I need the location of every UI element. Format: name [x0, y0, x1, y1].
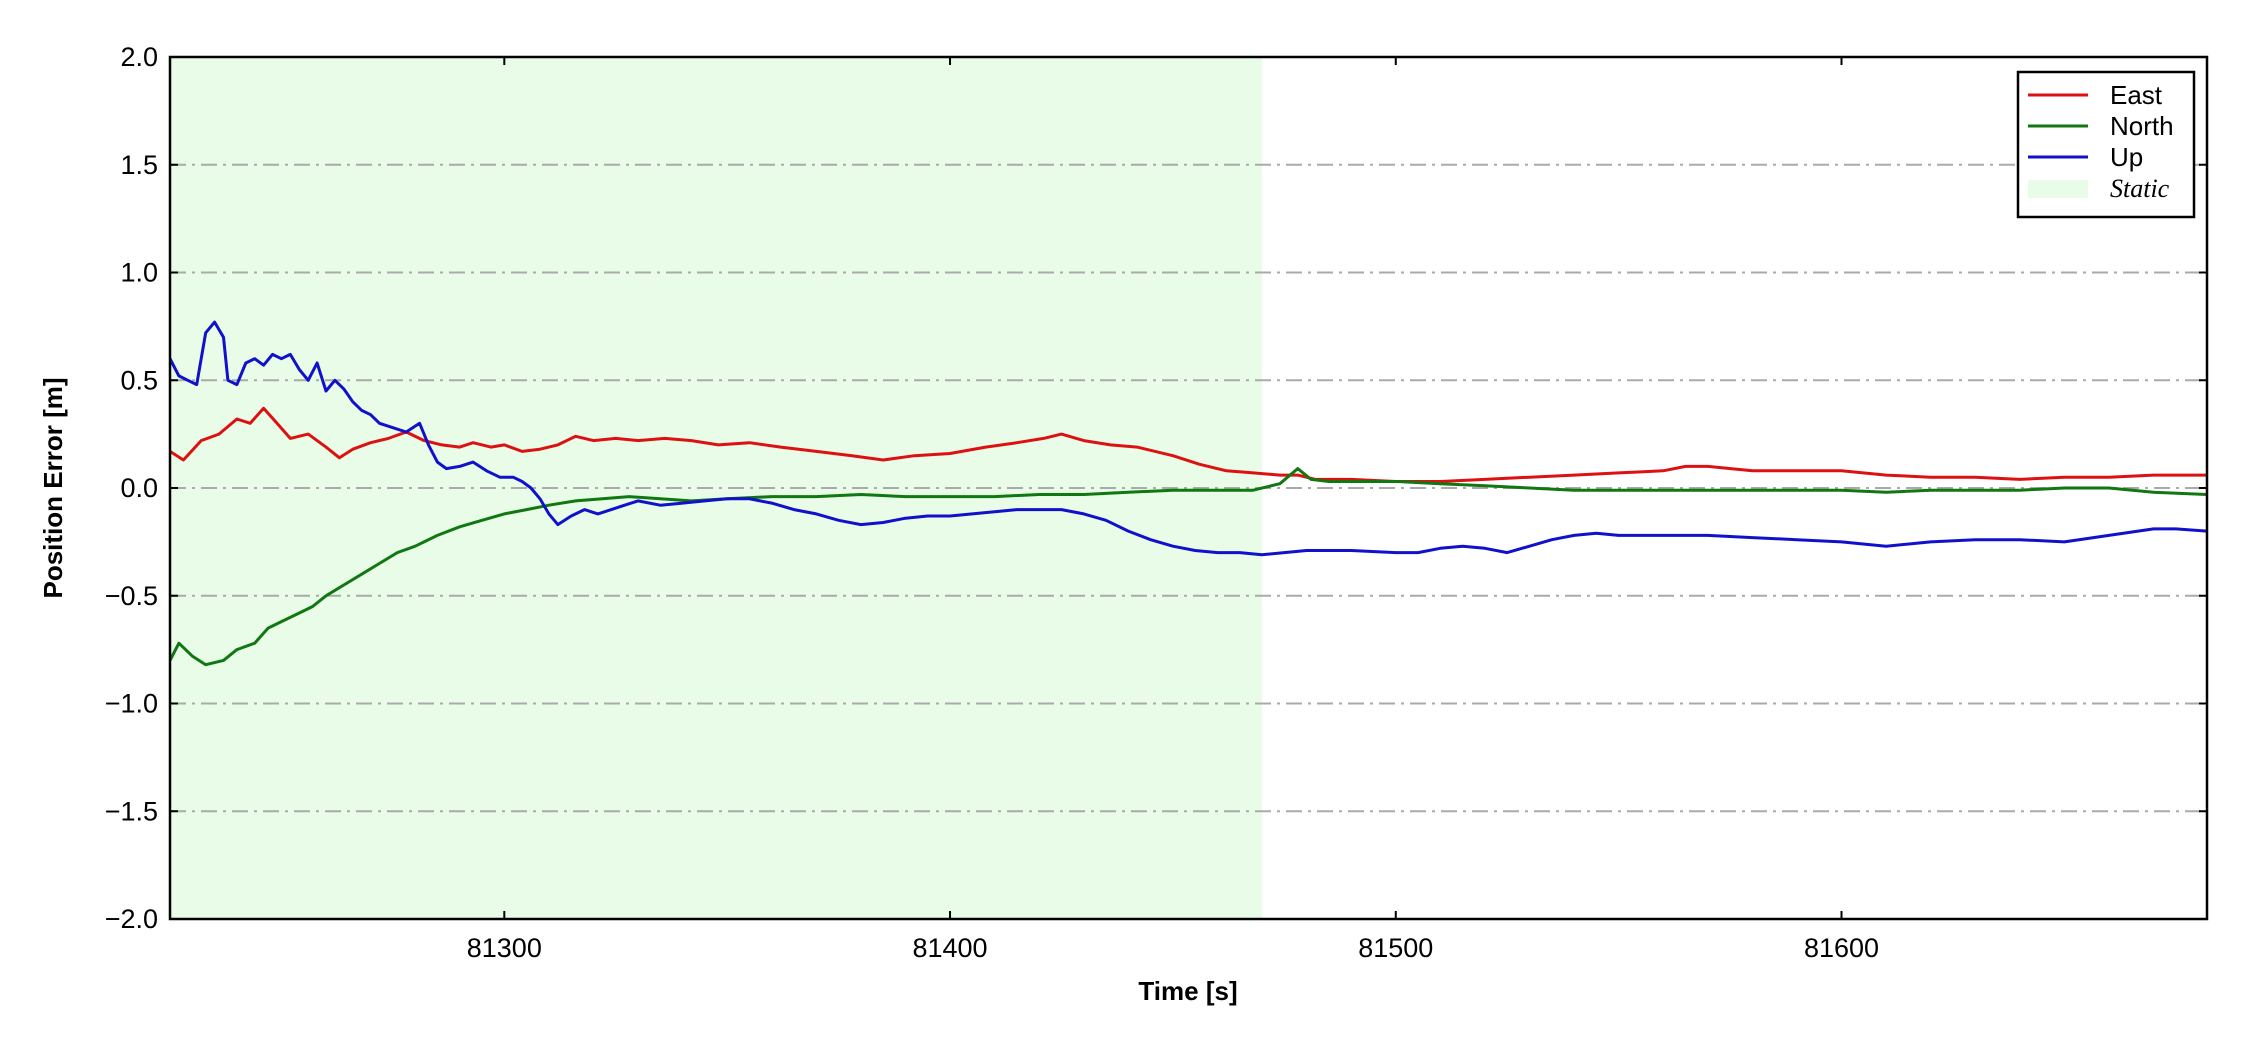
x-axis-title: Time [s]: [1138, 976, 1237, 1006]
legend-label-static: Static: [2110, 174, 2170, 203]
legend-label-north: North: [2110, 111, 2174, 141]
y-tick-label: −2.0: [105, 904, 158, 934]
x-tick-label: 81400: [912, 933, 987, 963]
legend: East North Up Static: [2016, 70, 2196, 219]
y-tick-label: −1.0: [105, 689, 158, 719]
x-tick-label: 81600: [1804, 933, 1879, 963]
y-tick-label: 2.0: [120, 42, 158, 72]
y-tick-label: 0.5: [120, 365, 158, 395]
y-tick-label: 1.5: [120, 150, 158, 180]
y-tick-label: 1.0: [120, 258, 158, 288]
x-tick-label: 81500: [1358, 933, 1433, 963]
x-tick-label: 81300: [467, 933, 542, 963]
series-line-east: [170, 406, 2207, 483]
tick-layer: 2.0 1.5 1.0 0.5 0.0 −0.5 −1.0 −1.5 −2.0 81300 8140…: [105, 42, 2207, 963]
legend-label-up: Up: [2110, 142, 2143, 172]
series-line-up: [170, 320, 2207, 557]
y-tick-label: −0.5: [105, 581, 158, 611]
legend-label-east: East: [2110, 80, 2163, 110]
y-tick-label: −1.5: [105, 796, 158, 826]
series-line-north: [170, 467, 2207, 667]
grid-layer: [170, 163, 2207, 813]
y-axis-title: Position Error [m]: [38, 377, 68, 598]
y-tick-label: 0.0: [120, 473, 158, 503]
legend-swatch-static: [2028, 180, 2088, 198]
series-layer: [170, 320, 2207, 667]
